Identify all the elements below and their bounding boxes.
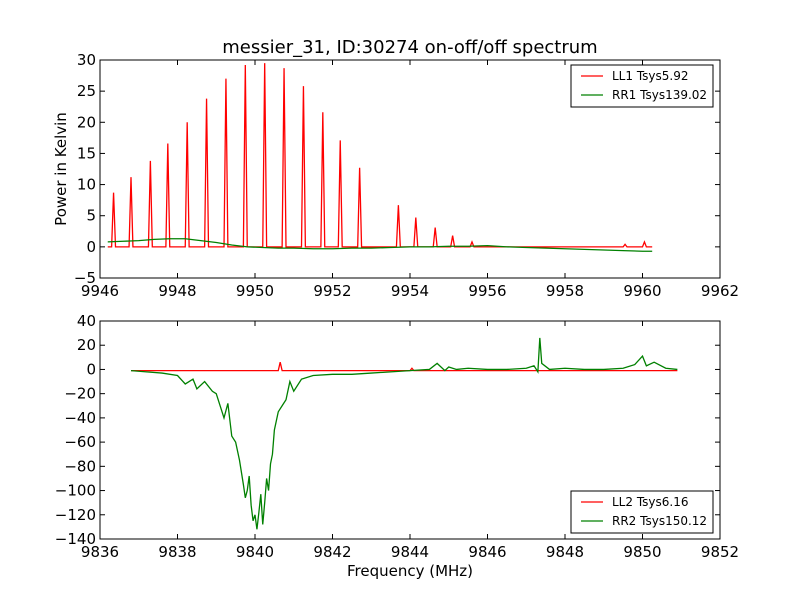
- x-tick-label: 9838: [158, 543, 196, 561]
- legend: LL2 Tsys6.16 RR2 Tsys150.12: [570, 490, 714, 534]
- x-tick-label: 9960: [623, 282, 661, 300]
- x-tick-label: 9956: [468, 282, 506, 300]
- chart-title: messier_31, ID:30274 on-off/off spectrum: [222, 37, 597, 58]
- y-tick-label: −60: [64, 433, 96, 451]
- y-tick-label: 0: [86, 238, 96, 256]
- x-tick-label: 9946: [81, 282, 119, 300]
- x-tick-label: 9958: [546, 282, 584, 300]
- legend-entry: RR1 Tsys139.02: [612, 88, 707, 102]
- legend-entry: LL1 Tsys5.92: [612, 69, 689, 83]
- y-tick-label: 20: [77, 113, 96, 131]
- x-tick-label: 9842: [313, 543, 351, 561]
- x-tick-label: 9844: [391, 543, 429, 561]
- y-tick-label: −20: [64, 385, 96, 403]
- legend-box: [570, 490, 714, 534]
- bottom-panel: 9836 9838 9840 9842 9844 9846 9848 9850 9852 −140…: [55, 312, 739, 580]
- x-tick-label: 9950: [236, 282, 274, 300]
- series-line-top-2: [107, 238, 653, 252]
- legend: LL1 Tsys5.92 RR1 Tsys139.02: [570, 64, 714, 108]
- x-tick-label: 9840: [236, 543, 274, 561]
- y-axis-label: Power in Kelvin: [52, 112, 70, 226]
- x-axis-label: Frequency (MHz): [347, 562, 473, 580]
- y-tick-label: 30: [77, 51, 96, 69]
- y-tick-label: 25: [77, 82, 96, 100]
- y-tick-label: −80: [64, 457, 96, 475]
- series-line-bottom-2: [130, 337, 678, 530]
- series-line-top-1: [107, 63, 653, 248]
- y-tick-label: −5: [74, 269, 96, 287]
- y-tick-label: −40: [64, 409, 96, 427]
- y-tick-label: 20: [77, 336, 96, 354]
- x-tick-label: 9848: [546, 543, 584, 561]
- top-panel: 9946 9948 9950 9952 9954 9956 9958 9960 9962 −5 0 5…: [52, 51, 739, 300]
- y-tick-label: 10: [77, 176, 96, 194]
- y-tick-label: 5: [86, 207, 96, 225]
- x-tick-label: 9954: [391, 282, 429, 300]
- y-tick-label: −100: [55, 482, 96, 500]
- y-tick-label: 0: [86, 360, 96, 378]
- x-tick-label: 9852: [701, 543, 739, 561]
- legend-entry: LL2 Tsys6.16: [612, 495, 689, 509]
- x-tick-label: 9850: [623, 543, 661, 561]
- x-tick-label: 9836: [81, 543, 119, 561]
- y-tick-label: 15: [77, 144, 96, 162]
- y-tick-label: 40: [77, 312, 96, 330]
- y-tick-label: −120: [55, 506, 96, 524]
- legend-box: [570, 64, 714, 108]
- x-tick-label: 9962: [701, 282, 739, 300]
- x-tick-label: 9952: [313, 282, 351, 300]
- x-tick-label: 9948: [158, 282, 196, 300]
- x-tick-label: 9846: [468, 543, 506, 561]
- y-tick-label: −140: [55, 530, 96, 548]
- legend-entry: RR2 Tsys150.12: [612, 514, 707, 528]
